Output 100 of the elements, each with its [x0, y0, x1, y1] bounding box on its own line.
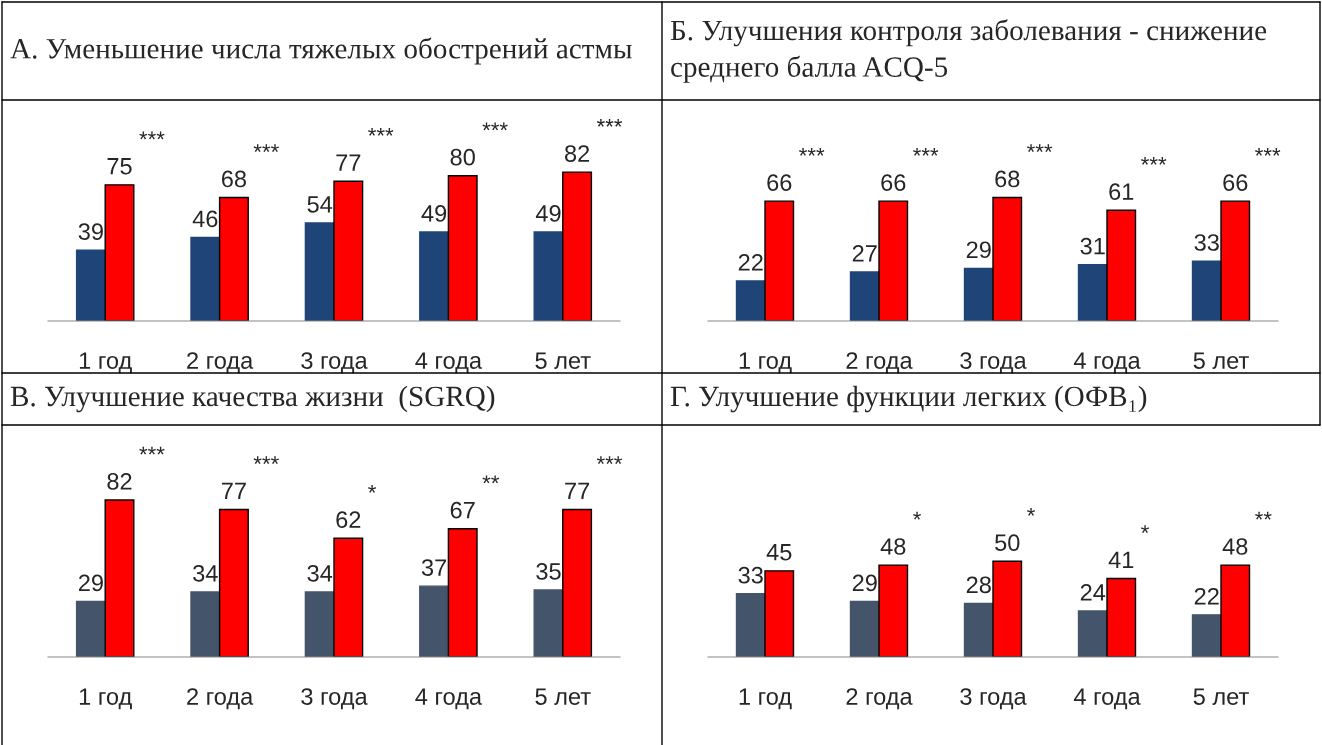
data-label: 49 [421, 205, 447, 222]
data-label: 22 [738, 254, 763, 271]
annotation: *** [368, 127, 394, 136]
x-tick-label: 1 год [79, 352, 132, 374]
data-label: 28 [966, 576, 991, 594]
chart-title: В. Улучшение качества жизни (SGRQ) [10, 385, 495, 413]
bar [190, 236, 221, 321]
x-tick-label: 5 лет [1193, 688, 1249, 705]
data-label: 66 [767, 174, 792, 191]
bar [1220, 564, 1251, 657]
annotation: *** [1255, 147, 1281, 156]
bar [764, 570, 795, 657]
bar [849, 600, 880, 657]
x-tick-label: 4 года [1073, 688, 1141, 710]
bar [992, 560, 1023, 657]
data-label: 82 [107, 473, 132, 490]
bar [419, 585, 450, 657]
x-tick-label: 2 года [187, 352, 254, 374]
annotation: ** [1255, 511, 1272, 520]
annotation: *** [596, 118, 623, 127]
annotation: *** [139, 131, 165, 140]
annotation: * [368, 485, 377, 493]
bar [304, 222, 335, 321]
data-label: 68 [995, 170, 1020, 188]
bar [1220, 200, 1251, 321]
data-label: 33 [738, 566, 763, 584]
data-label: 50 [995, 534, 1020, 552]
x-tick-label: 1 год [79, 688, 132, 710]
bar [75, 249, 106, 321]
bar [447, 175, 478, 321]
data-label: 77 [336, 154, 361, 171]
bar [849, 271, 880, 321]
annotation: * [1141, 525, 1149, 534]
annotation: * [913, 511, 921, 520]
data-label: 77 [221, 482, 246, 500]
data-label: 22 [1194, 587, 1219, 605]
data-label: 37 [421, 559, 447, 576]
x-tick-label: 1 год [739, 688, 792, 710]
bar [878, 200, 909, 321]
bar [533, 231, 564, 321]
x-tick-label: 4 года [1073, 352, 1141, 374]
data-label: 48 [1222, 538, 1248, 555]
x-tick-label: 2 года [846, 688, 913, 710]
bar [75, 600, 106, 657]
bar [764, 200, 795, 321]
data-label: 67 [450, 501, 475, 519]
data-label: 46 [192, 210, 218, 228]
x-tick-label: 5 лет [535, 352, 591, 369]
data-label: 41 [1108, 551, 1134, 569]
bar [562, 171, 593, 321]
chart-title: Г. Улучшение функции легких (ОФВ₁) [670, 385, 1147, 413]
x-tick-label: 1 год [739, 352, 792, 374]
data-label: 35 [536, 563, 561, 580]
data-label: 29 [852, 574, 877, 592]
bar [104, 499, 135, 657]
data-label: 27 [852, 245, 877, 262]
x-tick-label: 5 лет [535, 688, 591, 705]
data-label: 29 [78, 574, 103, 592]
data-label: 29 [966, 241, 991, 259]
data-label: 49 [535, 205, 561, 222]
data-label: 34 [307, 564, 333, 582]
annotation: *** [799, 147, 825, 156]
bar [104, 184, 135, 321]
x-tick-label: 4 года [415, 352, 483, 374]
annotation: * [1027, 508, 1035, 516]
annotation: *** [482, 122, 508, 131]
bar [878, 564, 909, 657]
data-label: 31 [1080, 237, 1105, 255]
x-tick-label: 3 года [960, 688, 1027, 710]
bar [190, 591, 221, 657]
bar [1106, 577, 1137, 657]
data-label: 62 [336, 511, 361, 529]
data-label: 54 [307, 196, 333, 213]
data-label: 75 [107, 158, 132, 175]
bar [1077, 610, 1108, 657]
data-label: 48 [880, 538, 906, 555]
bar [333, 180, 364, 321]
annotation: *** [253, 456, 279, 465]
bar [1191, 614, 1222, 657]
chart-title: А. Уменьшение числа тяжелых обострений астмы [10, 37, 632, 65]
bar [304, 591, 335, 657]
bar [447, 527, 478, 657]
data-label: 66 [881, 174, 906, 191]
annotation: *** [1141, 157, 1167, 165]
data-label: 45 [766, 544, 792, 561]
data-label: 66 [1223, 174, 1248, 191]
bar [735, 280, 766, 321]
bar [735, 593, 766, 657]
bar [1077, 264, 1108, 321]
x-tick-label: 3 года [301, 352, 368, 374]
bar [1106, 209, 1137, 321]
x-tick-label: 3 года [960, 352, 1027, 374]
chart-title: Б. Улучшения контроля заболевания - снижение среднего балла ACQ-5 [670, 19, 1267, 83]
data-label: 82 [565, 145, 590, 162]
bar [419, 231, 450, 321]
bar [562, 508, 593, 657]
x-tick-label: 2 года [187, 688, 254, 710]
x-tick-label: 4 года [415, 688, 483, 710]
bar [963, 602, 994, 657]
data-label: 80 [450, 148, 475, 166]
